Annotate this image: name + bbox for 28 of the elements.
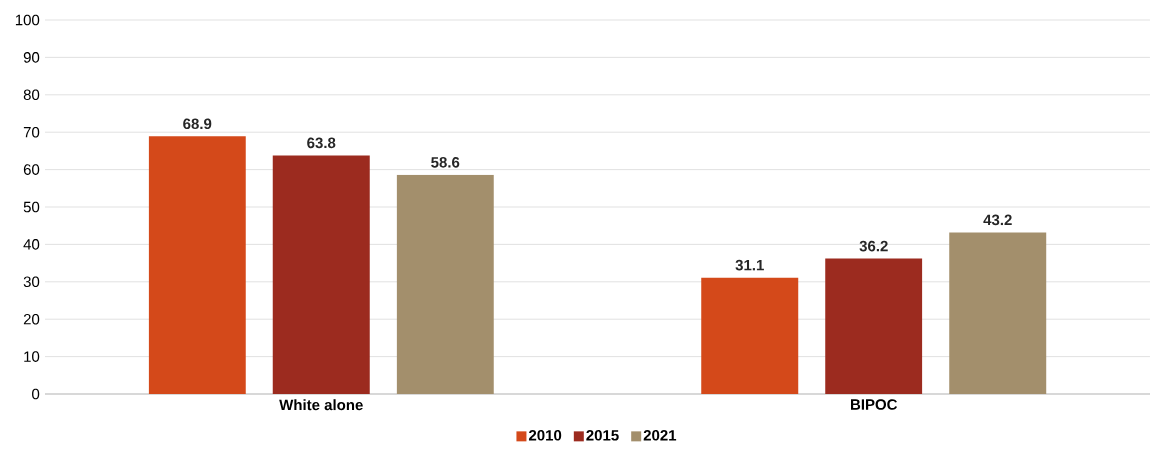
y-tick-label: 80: [23, 89, 40, 101]
y-tick-label: 70: [23, 126, 40, 138]
bar: [825, 258, 923, 394]
bar: [272, 155, 370, 394]
y-tick-label: 10: [24, 351, 40, 362]
bar: [148, 136, 246, 394]
data-label: 68.9: [183, 118, 212, 130]
y-tick-label: 100: [15, 14, 40, 26]
data-label: 58.6: [431, 157, 460, 168]
y-tick-label: 90: [23, 52, 40, 63]
bar: [701, 277, 799, 394]
y-tick-label: 30: [23, 276, 40, 288]
x-tick-label: White alone: [279, 399, 363, 411]
y-tick-label: 60: [23, 164, 40, 175]
data-label: 43.2: [983, 214, 1012, 226]
legend-label: 2021: [643, 429, 677, 441]
data-label: 36.2: [859, 240, 888, 252]
y-tick-label: 20: [23, 313, 40, 325]
bar: [949, 232, 1047, 394]
legend-label: 2015: [586, 429, 619, 441]
legend-label: 2010: [528, 429, 562, 441]
bar: [396, 174, 494, 394]
data-label: 63.8: [307, 137, 336, 149]
x-tick-label: BIPOC: [851, 399, 898, 410]
y-tick-label: 50: [23, 201, 40, 213]
y-tick-label: 0: [32, 388, 40, 400]
y-tick-label: 40: [23, 239, 40, 250]
data-label: 31.1: [735, 259, 764, 271]
